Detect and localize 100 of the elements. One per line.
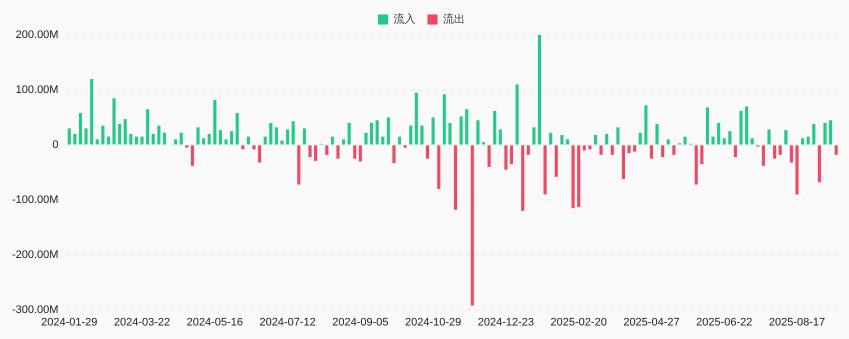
bar bbox=[336, 145, 340, 159]
bar bbox=[476, 120, 480, 144]
bar bbox=[280, 140, 284, 144]
bar bbox=[106, 136, 110, 144]
bar bbox=[745, 106, 748, 144]
bar bbox=[286, 130, 290, 144]
bar bbox=[795, 145, 799, 194]
bar bbox=[213, 100, 216, 144]
bar bbox=[666, 139, 670, 144]
bar bbox=[577, 145, 580, 208]
bar bbox=[734, 145, 737, 158]
bar bbox=[700, 145, 704, 164]
bar bbox=[152, 134, 155, 144]
bar bbox=[644, 105, 648, 144]
x-tick-label: 2025-08-17 bbox=[768, 316, 826, 328]
bar bbox=[582, 145, 586, 150]
legend-label: 流出 bbox=[443, 12, 465, 26]
bar bbox=[409, 126, 412, 144]
bar bbox=[778, 145, 782, 155]
x-tick-label: 2025-06-22 bbox=[696, 316, 752, 328]
bar bbox=[790, 145, 793, 163]
bar bbox=[190, 145, 194, 166]
bar bbox=[269, 122, 272, 144]
bar bbox=[488, 145, 491, 167]
bar bbox=[762, 145, 765, 166]
bar bbox=[314, 145, 318, 161]
y-tick-label: 100.00M bbox=[16, 84, 58, 96]
bar bbox=[236, 113, 239, 144]
bar bbox=[594, 135, 598, 144]
bar bbox=[246, 136, 250, 144]
bar bbox=[96, 139, 99, 144]
bar bbox=[834, 145, 838, 155]
y-tick-label: -200.00M bbox=[12, 248, 58, 261]
bar bbox=[129, 134, 132, 144]
bar bbox=[656, 124, 659, 144]
bar bbox=[823, 122, 827, 144]
bar bbox=[364, 132, 368, 144]
bar bbox=[376, 120, 379, 144]
bar bbox=[605, 134, 608, 144]
bar bbox=[588, 145, 592, 150]
bar bbox=[68, 128, 71, 144]
bar bbox=[118, 124, 122, 144]
bar bbox=[196, 127, 200, 144]
x-tick-label: 2024-03-22 bbox=[114, 316, 170, 328]
x-tick-label: 2024-09-05 bbox=[332, 316, 389, 328]
bar bbox=[728, 131, 732, 144]
bar bbox=[302, 128, 306, 144]
bar bbox=[442, 94, 446, 144]
bar bbox=[493, 110, 496, 144]
bar bbox=[610, 145, 614, 155]
y-tick-label: -100.00M bbox=[12, 194, 58, 206]
bar bbox=[112, 98, 116, 144]
bar bbox=[498, 130, 502, 144]
x-tick-label: 2025-02-20 bbox=[550, 316, 607, 328]
bar bbox=[767, 130, 771, 144]
bar bbox=[392, 145, 396, 164]
bar bbox=[230, 131, 234, 144]
bar bbox=[146, 109, 150, 144]
bar bbox=[134, 136, 138, 144]
y-tick-label: 200.00M bbox=[16, 29, 58, 42]
bar bbox=[470, 145, 474, 306]
bar bbox=[162, 132, 166, 144]
bar bbox=[829, 120, 832, 144]
bar bbox=[224, 139, 228, 144]
bar bbox=[818, 145, 821, 182]
bar bbox=[650, 145, 654, 159]
bar bbox=[633, 145, 636, 152]
bar bbox=[370, 122, 374, 144]
bar bbox=[717, 122, 720, 144]
x-tick-label: 2024-10-29 bbox=[405, 316, 462, 328]
bar bbox=[566, 139, 570, 144]
bar bbox=[297, 145, 300, 184]
x-tick-label: 2025-04-27 bbox=[623, 316, 680, 328]
bar bbox=[516, 84, 519, 144]
bar bbox=[773, 145, 776, 159]
bar bbox=[258, 145, 262, 163]
bar bbox=[684, 136, 687, 144]
bar bbox=[208, 134, 211, 144]
bar bbox=[544, 145, 547, 194]
bar bbox=[157, 126, 160, 144]
bar bbox=[572, 145, 575, 208]
y-tick-label: -300.00M bbox=[12, 304, 58, 316]
bar bbox=[694, 145, 698, 184]
bar bbox=[672, 145, 676, 155]
bar bbox=[661, 145, 664, 158]
bar bbox=[90, 78, 94, 144]
bar bbox=[218, 130, 222, 144]
bar bbox=[414, 92, 418, 144]
bar bbox=[124, 119, 127, 144]
bar bbox=[174, 139, 178, 144]
bar bbox=[448, 122, 452, 144]
bar bbox=[348, 122, 351, 144]
bar bbox=[622, 145, 626, 179]
bar bbox=[554, 145, 558, 177]
bar bbox=[532, 127, 536, 144]
bar bbox=[432, 117, 435, 144]
bar bbox=[465, 109, 468, 144]
bar bbox=[437, 145, 440, 189]
bar bbox=[504, 145, 508, 170]
bar bbox=[784, 130, 788, 144]
